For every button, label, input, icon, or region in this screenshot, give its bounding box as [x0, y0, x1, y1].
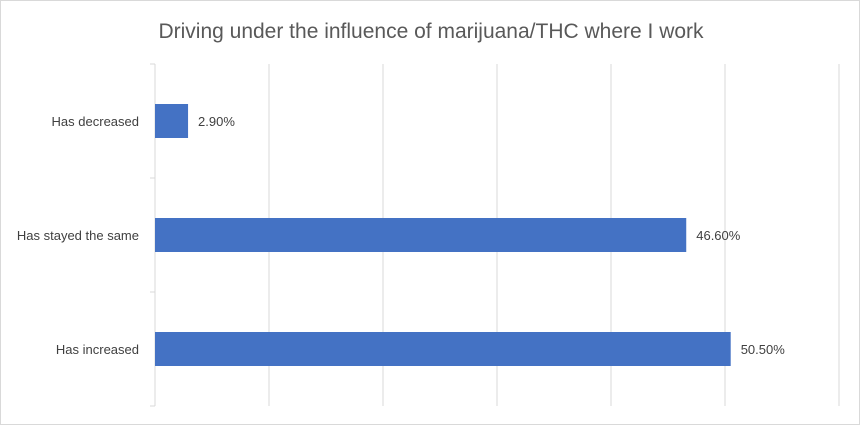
bar	[155, 332, 731, 366]
category-label: Has decreased	[52, 114, 139, 129]
data-label: 50.50%	[741, 342, 786, 357]
chart-title: Driving under the influence of marijuana…	[158, 20, 704, 43]
data-label: 2.90%	[198, 114, 235, 129]
category-label: Has stayed the same	[17, 228, 139, 243]
category-axis	[150, 63, 155, 407]
bars	[155, 104, 731, 366]
category-label: Has increased	[56, 342, 139, 357]
bar	[155, 218, 687, 252]
bar	[155, 104, 189, 138]
data-label: 46.60%	[696, 228, 741, 243]
labels: Has decreased 2.90% Has stayed the same 46.…	[17, 114, 785, 357]
